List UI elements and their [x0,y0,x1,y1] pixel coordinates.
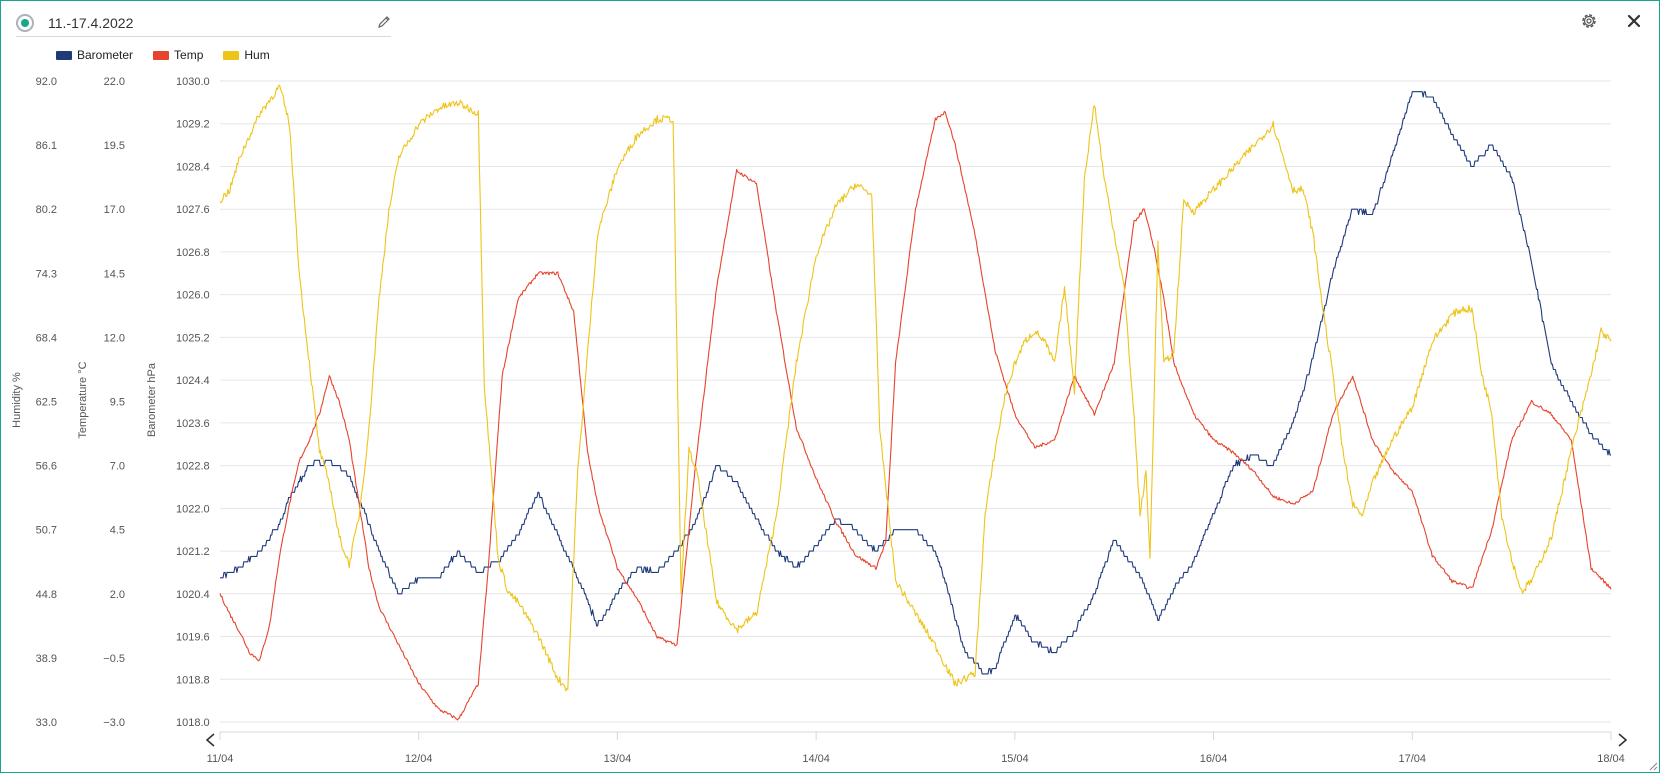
barometer-tick-label: 1021.2 [176,546,210,558]
legend-swatch [56,50,72,60]
barometer-tick-label: 1027.6 [176,204,210,216]
temperature-tick-label: 4.5 [110,525,125,537]
humidity-tick-label: 68.4 [36,332,57,344]
barometer-tick-label: 1029.2 [176,119,210,131]
temperature-tick-label: 12.0 [104,332,125,344]
legend-item-hum[interactable]: Hum [223,48,270,62]
legend-item-temp[interactable]: Temp [153,48,203,62]
legend-swatch [153,50,170,60]
barometer-tick-label: 1028.4 [176,161,210,173]
x-tick-label: 11/04 [207,753,234,765]
temperature-tick-label: 7.0 [110,461,125,473]
chevron-left-icon[interactable] [205,733,215,747]
barometer-tick-label: 1026.8 [176,247,210,259]
chevron-right-icon[interactable] [1618,733,1628,747]
radio-selected-icon[interactable] [16,14,34,32]
x-tick-label: 15/04 [1001,753,1029,765]
x-tick-label: 13/04 [604,753,632,765]
temperature-tick-label: 14.5 [104,268,125,280]
close-icon[interactable] [1626,13,1642,29]
temperature-tick-label: −3.0 [103,717,125,729]
temperature-tick-label: 17.0 [104,204,125,216]
legend-label: Temp [174,48,204,62]
barometer-tick-label: 1018.0 [176,717,210,729]
barometer-tick-label: 1024.4 [176,375,210,387]
x-tick-label: 17/04 [1399,753,1427,765]
barometer-tick-label: 1023.6 [176,418,210,430]
barometer-tick-label: 1030.0 [176,76,210,88]
temperature-axis-title: Temperature °C [77,361,89,438]
series-line-temp [219,110,1612,721]
humidity-axis-title: Humidity % [11,372,23,428]
humidity-tick-label: 50.7 [36,525,57,537]
temperature-tick-label: 22.0 [104,76,125,88]
barometer-tick-label: 1020.4 [176,589,210,601]
barometer-tick-label: 1026.0 [176,290,210,302]
x-tick-label: 16/04 [1200,753,1228,765]
temperature-tick-label: 9.5 [110,397,125,409]
x-tick-label: 18/04 [1597,753,1625,765]
barometer-tick-label: 1022.0 [176,503,210,515]
gear-icon[interactable] [1580,12,1598,30]
resize-handle-icon[interactable] [1648,761,1658,771]
legend-item-barometer[interactable]: Barometer [56,48,133,62]
legend-swatch [223,50,240,60]
legend-label: Hum [244,48,270,62]
series-line-hum [219,84,1612,692]
humidity-tick-label: 56.6 [36,461,57,473]
barometer-tick-label: 1018.8 [176,674,210,686]
humidity-tick-label: 80.2 [36,204,57,216]
barometer-axis-title: Barometer hPa [146,362,158,437]
chart-legend: Barometer Temp Hum [56,47,270,63]
humidity-tick-label: 86.1 [36,140,57,152]
humidity-tick-label: 74.3 [36,268,57,280]
humidity-tick-label: 92.0 [36,76,57,88]
humidity-tick-label: 38.9 [36,653,57,665]
series-line-barometer [220,91,1611,675]
pencil-icon[interactable] [377,15,391,29]
temperature-tick-label: 19.5 [104,140,125,152]
barometer-tick-label: 1019.6 [176,632,210,644]
temperature-tick-label: −0.5 [103,653,125,665]
humidity-tick-label: 33.0 [36,717,57,729]
legend-label: Barometer [77,48,134,62]
barometer-tick-label: 1022.8 [176,461,210,473]
temperature-tick-label: 2.0 [110,589,125,601]
title-bar: 11.-17.4.2022 [16,10,391,37]
x-tick-label: 14/04 [802,753,830,765]
x-tick-label: 12/04 [405,753,433,765]
barometer-tick-label: 1025.2 [176,332,210,344]
humidity-tick-label: 62.5 [36,397,57,409]
chart-title[interactable]: 11.-17.4.2022 [48,15,134,31]
humidity-tick-label: 44.8 [36,589,57,601]
